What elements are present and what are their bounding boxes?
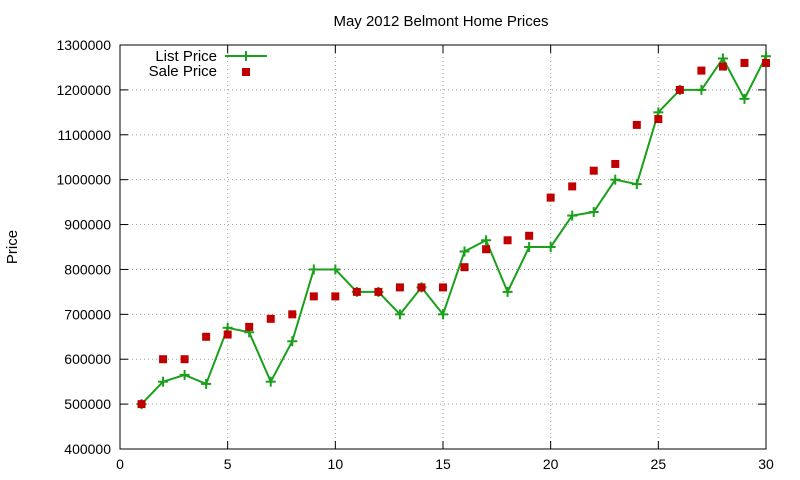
x-tick-label: 10 [328, 456, 344, 472]
sale-price-point [460, 263, 469, 272]
sale-price-point [675, 85, 684, 94]
sale-price-point [697, 66, 706, 75]
sale-price-point [611, 159, 620, 168]
sale-price-point [632, 120, 641, 129]
list-price-point [287, 336, 298, 347]
sale-price-point [568, 182, 577, 191]
list-price-point [717, 53, 728, 64]
sale-price-point [159, 355, 168, 364]
x-tick-label: 30 [758, 456, 774, 472]
sale-price-point [374, 287, 383, 296]
list-price-point [502, 286, 513, 297]
x-tick-label: 25 [651, 456, 667, 472]
list-price-point [524, 242, 535, 252]
y-tick-label: 400000 [64, 441, 111, 457]
list-price-point [308, 264, 319, 275]
list-price-point [696, 84, 707, 95]
y-tick-label: 1300000 [56, 37, 111, 53]
list-price-line [140, 55, 767, 405]
y-tick-label: 800000 [64, 261, 111, 277]
list-price-point [394, 309, 405, 320]
list-price-point [201, 378, 212, 389]
sale-price-point [589, 166, 598, 175]
x-tick-label: 20 [543, 456, 559, 472]
y-tick-label: 500000 [64, 396, 111, 412]
y-tick-label: 900000 [64, 217, 111, 233]
y-tick-label: 700000 [64, 306, 111, 322]
list-price-point [739, 93, 750, 104]
sale-price-point [762, 58, 770, 67]
list-price-point [330, 264, 341, 275]
legend-label-sale-price: Sale Price [149, 63, 217, 80]
list-price-point [459, 246, 470, 257]
legend-marker-sale-price [242, 68, 250, 76]
list-price-point [438, 309, 448, 320]
sale-price-point [546, 193, 555, 202]
sale-price-point [331, 292, 340, 301]
x-tick-label: 5 [224, 456, 232, 472]
x-tick-label: 15 [435, 456, 451, 472]
sale-price-point [482, 245, 491, 254]
chart-title: May 2012 Belmont Home Prices [333, 13, 548, 30]
sale-price-point [718, 62, 727, 71]
y-tick-label: 1200000 [56, 82, 111, 98]
y-tick-label: 1000000 [56, 172, 111, 188]
sale-price-point [395, 283, 404, 292]
tick-layer: 400000 500000 600000 700000 800000 900000 1000… [56, 37, 774, 472]
list-price-point [481, 235, 492, 246]
legend-label-list-price: List Price [155, 48, 217, 65]
list-price-point [545, 242, 556, 252]
sale-price-point [266, 314, 275, 323]
legend-marker-list-price [241, 51, 251, 61]
sale-price-point [245, 322, 254, 331]
list-price-point [179, 369, 190, 380]
sale-price-point [180, 355, 189, 364]
sale-price-point [137, 400, 146, 409]
y-tick-label: 1100000 [58, 127, 112, 143]
legend: List Price Sale Price [149, 48, 267, 80]
x-tick-label: 0 [116, 456, 124, 472]
sale-price-point [202, 332, 211, 341]
sale-price-point [503, 236, 512, 245]
sale-price-point [223, 330, 232, 339]
sale-price-point [352, 287, 361, 296]
y-tick-label: 600000 [64, 351, 111, 367]
grid-layer [120, 45, 766, 449]
list-price-point [265, 376, 276, 387]
sale-price-point [740, 58, 749, 67]
sale-price-point [288, 310, 297, 319]
sale-price-point [439, 283, 447, 292]
sale-price-point [654, 115, 663, 124]
list-price-point [588, 206, 599, 217]
list-price-point [158, 376, 169, 387]
sale-price-point [525, 231, 534, 240]
sale-price-point [417, 283, 426, 292]
series-layer [136, 51, 771, 410]
y-axis-label: Price [4, 230, 21, 264]
list-price-point [631, 179, 642, 190]
list-price-point [610, 174, 621, 185]
list-price-point [567, 210, 578, 221]
sale-price-point [309, 292, 318, 301]
